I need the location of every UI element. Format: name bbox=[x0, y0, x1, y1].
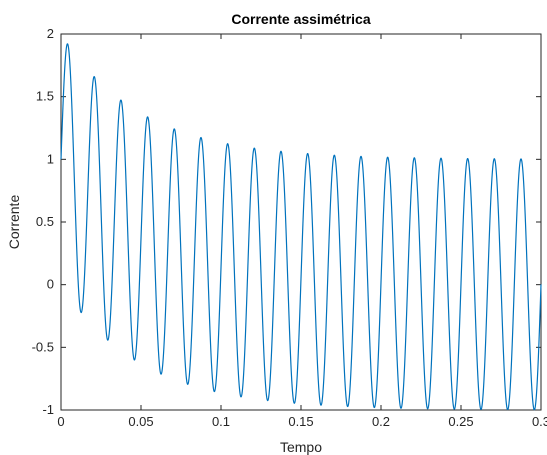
x-tick-label: 0.15 bbox=[288, 414, 313, 429]
y-tick-label: 0.5 bbox=[36, 214, 54, 229]
y-tick-label: 1 bbox=[47, 151, 54, 166]
y-axis-label: Corrente bbox=[6, 195, 22, 250]
chart-title: Corrente assimétrica bbox=[231, 11, 371, 27]
y-tick-label: 1.5 bbox=[36, 89, 54, 104]
x-tick-label: 0.1 bbox=[212, 414, 230, 429]
x-tick-label: 0.3 bbox=[532, 414, 547, 429]
y-tick-label: 2 bbox=[47, 26, 54, 41]
x-tick-label: 0.05 bbox=[128, 414, 153, 429]
y-tick-label: -1 bbox=[42, 402, 54, 417]
x-tick-label: 0.2 bbox=[372, 414, 390, 429]
x-tick-label: 0 bbox=[57, 414, 64, 429]
x-axis-label: Tempo bbox=[280, 439, 322, 455]
y-tick-label: -0.5 bbox=[32, 339, 54, 354]
axis-ticks: 0 0.05 0.1 0.15 0.2 0.25 0.3 -1 -0.5 0 0.5 1 1.5 2 bbox=[32, 26, 547, 429]
y-tick-label: 0 bbox=[47, 277, 54, 292]
x-tick-label: 0.25 bbox=[448, 414, 473, 429]
series-line bbox=[60, 43, 542, 411]
